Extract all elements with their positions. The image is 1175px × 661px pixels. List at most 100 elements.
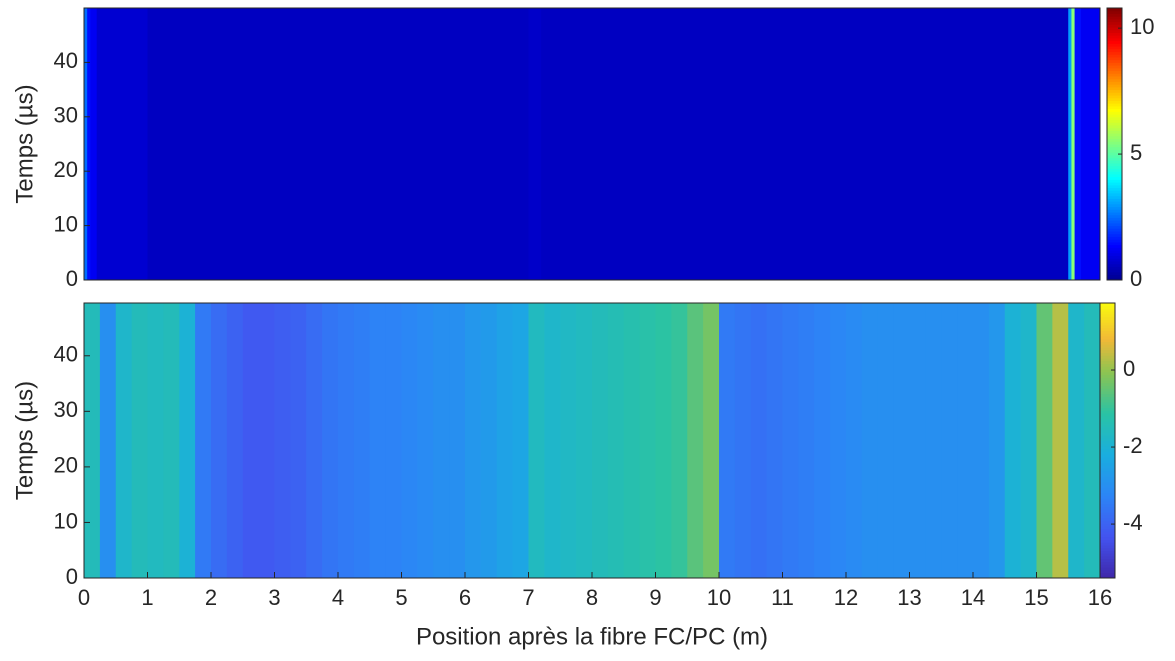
colorbar-segment xyxy=(1100,525,1115,529)
x-tick-label: 4 xyxy=(332,585,344,610)
colorbar-tick-label: 0 xyxy=(1123,356,1135,381)
colorbar-segment xyxy=(1100,443,1115,447)
heatmap-cell xyxy=(401,303,418,578)
x-tick-label: 6 xyxy=(459,585,471,610)
colorbar-segment xyxy=(1100,363,1115,367)
heatmap-cell xyxy=(163,303,180,578)
y-tick-label: 40 xyxy=(54,48,78,73)
colorbar-segment xyxy=(1100,316,1115,320)
colorbar-segment xyxy=(1100,349,1115,353)
colorbar-segment xyxy=(1100,523,1115,527)
colorbar-segment xyxy=(1107,231,1122,235)
heatmap-cell xyxy=(449,303,466,578)
colorbar-segment xyxy=(1100,536,1115,540)
x-tick-label: 13 xyxy=(897,585,921,610)
heatmap-cell xyxy=(639,303,656,578)
colorbar-segment xyxy=(1100,344,1115,348)
heatmap-cell xyxy=(322,303,339,578)
colorbar-segment xyxy=(1107,51,1122,55)
heatmap-cell xyxy=(703,303,720,578)
colorbar-segment xyxy=(1100,534,1115,538)
x-tick-label: 7 xyxy=(522,585,534,610)
colorbar-segment xyxy=(1100,314,1115,318)
colorbar-segment xyxy=(1107,220,1122,224)
heatmap-cell xyxy=(846,303,863,578)
colorbar-segment xyxy=(1107,16,1122,20)
colorbar-segment xyxy=(1107,122,1122,126)
heatmap-cell xyxy=(242,303,260,578)
colorbar-segment xyxy=(1100,517,1115,521)
colorbar-segment xyxy=(1107,209,1122,213)
colorbar-segment xyxy=(1100,407,1115,411)
colorbar-segment xyxy=(1107,192,1122,197)
colorbar-segment xyxy=(1107,163,1122,167)
x-tick-label: 11 xyxy=(771,585,794,610)
colorbar-segment xyxy=(1100,509,1115,513)
colorbar-segment xyxy=(1107,222,1122,227)
colorbar-segment xyxy=(1107,130,1122,134)
colorbar-segment xyxy=(1107,160,1122,164)
colorbar-segment xyxy=(1100,413,1115,417)
colorbar-segment xyxy=(1107,84,1122,88)
colorbar-segment xyxy=(1100,360,1115,364)
colorbar-segment xyxy=(1107,236,1122,240)
colorbar-segment xyxy=(1100,545,1115,549)
colorbar-segment xyxy=(1107,266,1122,270)
colorbar-segment xyxy=(1107,176,1122,180)
colorbar-segment xyxy=(1107,48,1122,53)
heatmap-cell xyxy=(687,303,704,578)
colorbar-segment xyxy=(1107,201,1122,205)
colorbar-segment xyxy=(1100,569,1115,573)
colorbar-segment xyxy=(1100,454,1115,458)
colorbar-segment xyxy=(1107,152,1122,156)
heatmap-cell xyxy=(750,303,768,578)
heatmap-cell xyxy=(798,303,815,578)
colorbar-segment xyxy=(1107,29,1122,33)
colorbar-segment xyxy=(1107,198,1122,202)
heatmap-cell xyxy=(560,303,577,578)
heatmap-cell xyxy=(814,303,831,578)
colorbar-segment xyxy=(1100,531,1115,535)
colorbar-segment xyxy=(1100,506,1115,510)
x-tick-label: 8 xyxy=(586,585,598,610)
heatmap-cell xyxy=(528,8,542,280)
heatmap-cell xyxy=(274,303,291,578)
colorbar-segment xyxy=(1107,206,1122,210)
colorbar-segment xyxy=(1100,479,1115,483)
colorbar-segment xyxy=(1100,514,1115,518)
colorbar-segment xyxy=(1107,182,1122,186)
colorbar-segment xyxy=(1107,54,1122,58)
colorbar-segment xyxy=(1100,338,1115,342)
heatmap-cell xyxy=(195,303,212,578)
colorbar-segment xyxy=(1107,263,1122,267)
heatmap-cell xyxy=(1004,303,1022,578)
heatmap-cell xyxy=(592,303,609,578)
colorbar-segment xyxy=(1100,371,1115,375)
colorbar-tick-label: 5 xyxy=(1130,140,1142,165)
colorbar-segment xyxy=(1107,67,1122,72)
colorbar-segment xyxy=(1100,421,1115,425)
colorbar-segment xyxy=(1107,258,1122,262)
colorbar-segment xyxy=(1107,171,1122,175)
colorbar-segment xyxy=(1107,173,1122,178)
heatmap-cell xyxy=(988,303,1006,578)
colorbar-segment xyxy=(1100,492,1115,496)
heatmap-cell xyxy=(1084,303,1101,578)
colorbar-segment xyxy=(1107,46,1122,50)
y-tick-label: 10 xyxy=(54,508,78,533)
colorbar-segment xyxy=(1107,105,1122,110)
y-tick-label: 30 xyxy=(54,103,78,128)
heatmap-cell xyxy=(258,303,275,578)
colorbar-segment xyxy=(1107,250,1122,254)
heatmap-cell xyxy=(576,303,593,578)
colorbar-segment xyxy=(1107,76,1122,80)
colorbar-segment xyxy=(1107,100,1122,104)
heatmap-cell xyxy=(655,303,672,578)
heatmap-cell xyxy=(496,303,514,578)
colorbar-segment xyxy=(1107,32,1122,36)
colorbar-segment xyxy=(1100,355,1115,359)
colorbar-segment xyxy=(1107,24,1122,28)
y-tick-label: 20 xyxy=(54,157,78,182)
colorbar-segment xyxy=(1107,92,1122,96)
